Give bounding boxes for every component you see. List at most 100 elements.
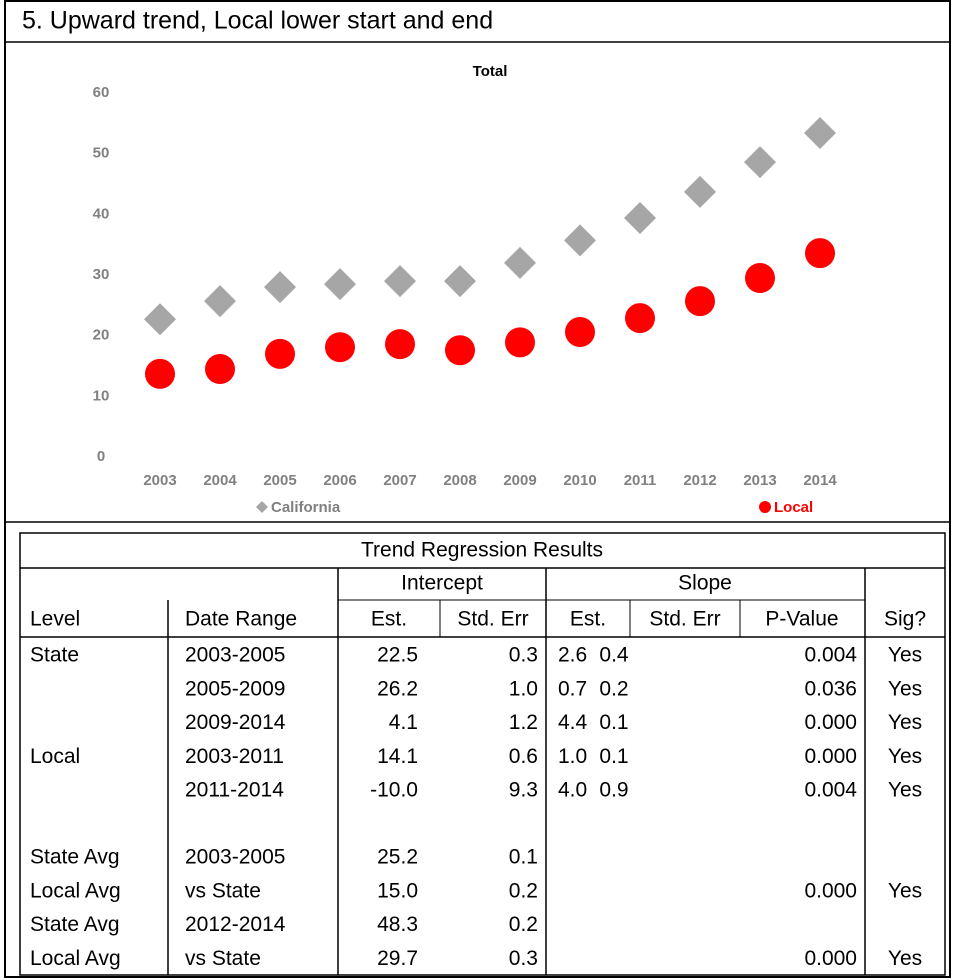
point [685, 286, 715, 317]
table-cell: 25.2 [377, 846, 418, 869]
point [445, 335, 475, 366]
legend-label: California [271, 499, 341, 516]
column-header: Date Range [185, 608, 297, 631]
table-cell: 0.9 [599, 779, 628, 802]
table-cell: 0.1 [599, 711, 628, 734]
point [505, 327, 535, 358]
table-cell: 4.4 [558, 711, 588, 734]
table-cell: Local [30, 745, 80, 768]
table-cell: 0.036 [804, 677, 857, 700]
chart-title: Total [473, 63, 508, 80]
group-header: Intercept [401, 572, 483, 595]
table-cell: 9.3 [509, 779, 538, 802]
point [444, 265, 476, 298]
point [325, 332, 355, 363]
point [204, 285, 236, 318]
column-header: Std. Err [457, 608, 528, 631]
table-cell: 14.1 [377, 745, 418, 768]
x-tick-label: 2011 [624, 472, 657, 489]
table-cell: Yes [888, 879, 922, 902]
table-lines [19, 532, 946, 976]
page-title: 5. Upward trend, Local lower start and e… [22, 7, 493, 35]
table-cell: 0.3 [509, 947, 538, 970]
column-header: Est. [371, 608, 407, 631]
point [624, 201, 656, 234]
point [759, 501, 771, 513]
frame [4, 0, 951, 978]
table-cell: 2011-2014 [185, 779, 284, 802]
table-cell: Yes [888, 711, 922, 734]
x-tick-label: 2005 [263, 472, 296, 489]
table-cell: 0.000 [804, 947, 857, 970]
x-tick-label: 2014 [803, 472, 837, 489]
table-cell: Yes [888, 779, 922, 802]
point [264, 271, 296, 304]
point [145, 358, 175, 389]
x-tick-label: 2012 [683, 472, 716, 489]
table-cell: State Avg [30, 913, 120, 936]
group-header: Slope [678, 572, 732, 595]
table-cell: vs State [185, 879, 261, 902]
column-header: Level [30, 608, 80, 631]
point [565, 317, 595, 348]
table-cell: Local Avg [30, 879, 121, 902]
table-cell: Yes [888, 947, 922, 970]
table-cell: -10.0 [370, 779, 418, 802]
x-tick-label: 2003 [143, 472, 176, 489]
table-cell: Local Avg [30, 947, 121, 970]
x-tick-label: 2010 [563, 472, 596, 489]
table-cell: 1.0 [558, 745, 587, 768]
point [504, 246, 536, 279]
table-cell: 0.004 [804, 644, 857, 667]
point [144, 303, 176, 336]
table-cell: 1.0 [509, 677, 538, 700]
y-tick-label: 40 [93, 205, 110, 222]
point [625, 303, 655, 334]
table-cell: 2009-2014 [185, 711, 286, 734]
table-cell: vs State [185, 947, 261, 970]
table-cell: 48.3 [377, 913, 418, 936]
x-tick-label: 2006 [323, 472, 356, 489]
table-cell: 0.3 [509, 644, 538, 667]
table-cell: 0.000 [804, 879, 857, 902]
table-cell: 2012-2014 [185, 913, 286, 936]
table-cell: 1.2 [509, 711, 538, 734]
table-cell: 2003-2005 [185, 644, 285, 667]
y-tick-label: 30 [93, 266, 110, 283]
point [385, 329, 415, 360]
point [744, 146, 776, 179]
x-tick-label: 2008 [443, 472, 476, 489]
point [265, 338, 295, 369]
table-title: Trend Regression Results [361, 539, 603, 562]
table-cell: 4.1 [389, 711, 418, 734]
table-cell: 0.2 [509, 879, 538, 902]
table-cell: 2.6 [558, 644, 587, 667]
table-cell: 0.4 [599, 644, 629, 667]
table-cell: 0.7 [558, 677, 587, 700]
table-cell: Yes [888, 644, 922, 667]
table-cell: 0.6 [509, 745, 538, 768]
table-cell: 0.1 [599, 745, 628, 768]
point [564, 224, 596, 257]
table-cell: 22.5 [377, 644, 418, 667]
table-cell: Yes [888, 677, 922, 700]
table-cell: 26.2 [377, 677, 418, 700]
column-header: P-Value [765, 608, 838, 631]
point [684, 175, 716, 208]
table-cell: 2003-2005 [185, 846, 285, 869]
table-cell: 0.1 [509, 846, 538, 869]
table-cell: 0.2 [599, 677, 628, 700]
y-tick-label: 10 [93, 387, 110, 404]
table-cell: 2005-2009 [185, 677, 285, 700]
point [805, 238, 835, 269]
column-header: Sig? [884, 608, 926, 631]
table-cell: Yes [888, 745, 922, 768]
y-tick-label: 20 [93, 327, 110, 344]
table-cell: 0.000 [804, 745, 857, 768]
x-tick-label: 2013 [743, 472, 776, 489]
point [205, 354, 235, 385]
table-cell: 4.0 [558, 779, 587, 802]
y-tick-label: 50 [93, 145, 110, 162]
point [804, 117, 836, 150]
